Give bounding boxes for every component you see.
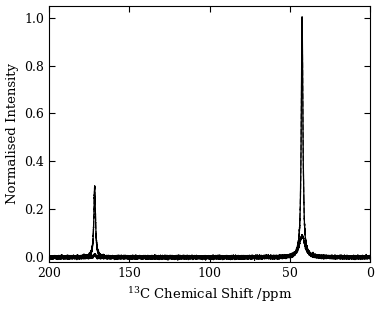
Y-axis label: Normalised Intensity: Normalised Intensity xyxy=(6,63,19,204)
X-axis label: $^{13}$C Chemical Shift /ppm: $^{13}$C Chemical Shift /ppm xyxy=(127,286,293,304)
